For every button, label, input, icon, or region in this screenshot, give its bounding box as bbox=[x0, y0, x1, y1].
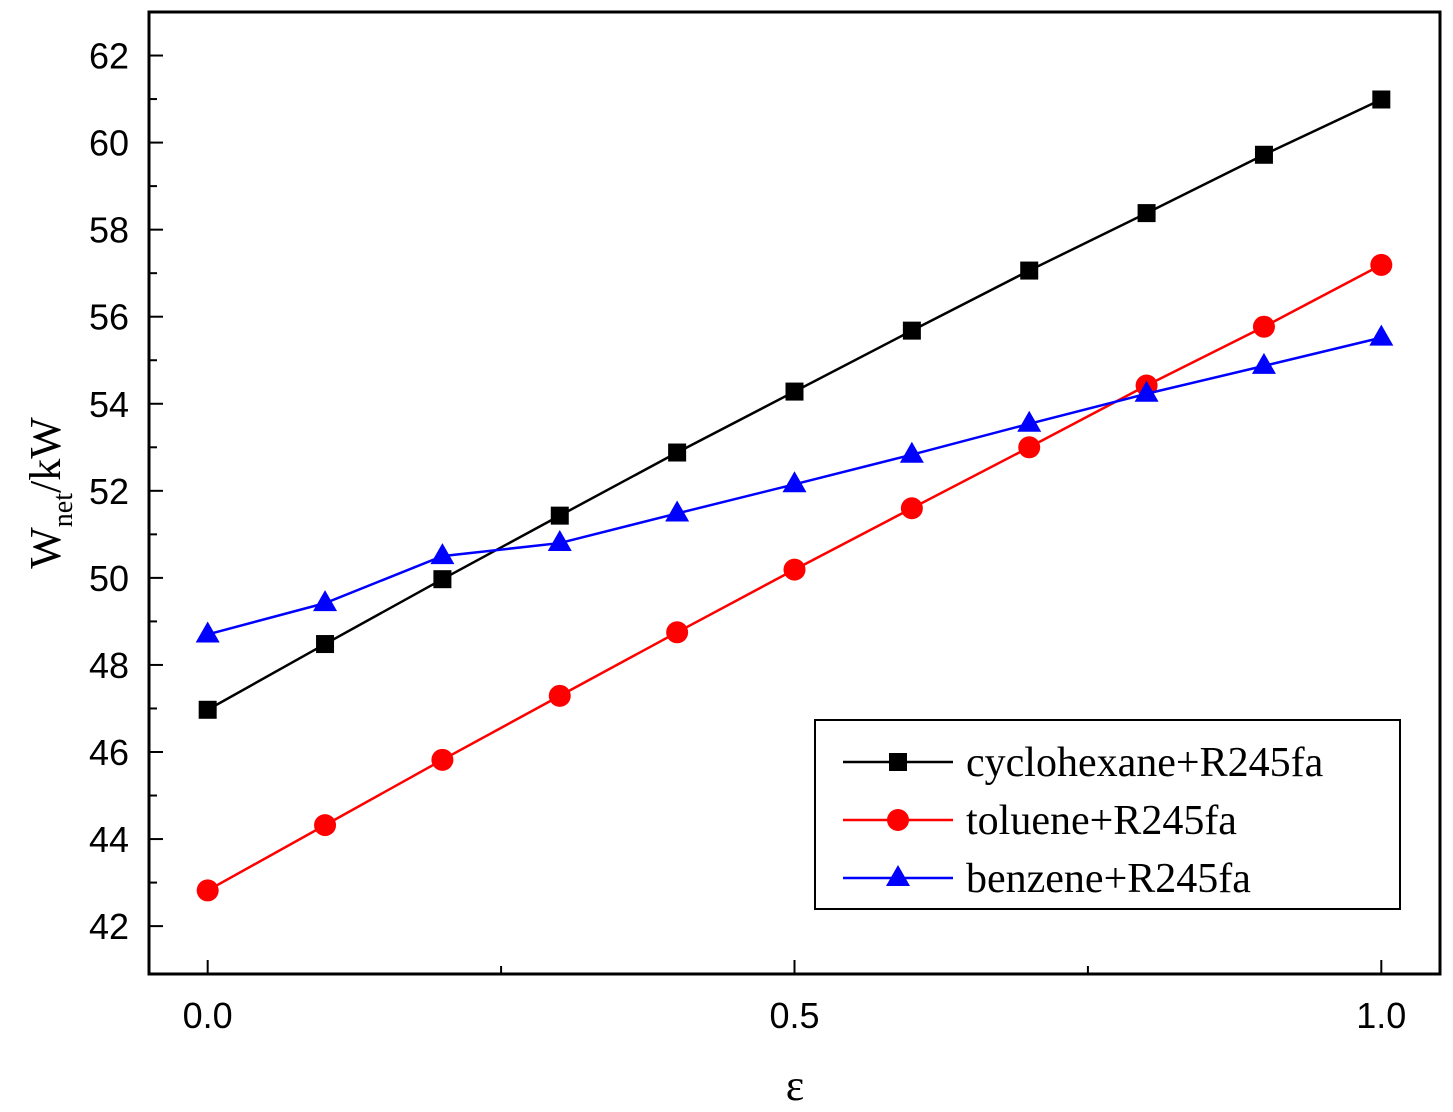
x-tick-label: 1.0 bbox=[1356, 995, 1406, 1036]
y-tick-label: 52 bbox=[89, 471, 129, 512]
data-point bbox=[198, 700, 217, 719]
data-point bbox=[430, 543, 455, 565]
series-square bbox=[198, 90, 1391, 719]
series-line bbox=[207, 98, 1382, 711]
data-point bbox=[1372, 90, 1391, 109]
data-point bbox=[1252, 315, 1275, 338]
data-point bbox=[550, 506, 569, 525]
y-tick-label: 48 bbox=[89, 645, 129, 686]
legend-marker bbox=[887, 809, 909, 831]
y-axis-title: Wnet/kW bbox=[21, 417, 79, 569]
series-triangle bbox=[195, 324, 1394, 643]
y-axis-title-subscript: net bbox=[48, 493, 79, 527]
y-tick-label: 54 bbox=[89, 384, 129, 425]
legend-label: cyclohexane+R245fa bbox=[966, 740, 1324, 786]
y-tick-label: 42 bbox=[89, 906, 129, 947]
y-tick-label: 58 bbox=[89, 210, 129, 251]
data-point bbox=[902, 321, 921, 340]
x-axis: 0.0 0.5 1.0 bbox=[183, 960, 1406, 1036]
data-point bbox=[547, 530, 572, 552]
legend-marker bbox=[886, 865, 910, 886]
data-point bbox=[316, 635, 335, 654]
data-point bbox=[900, 497, 923, 520]
data-point bbox=[314, 814, 337, 837]
y-tick-label: 44 bbox=[89, 819, 129, 860]
data-point bbox=[782, 471, 807, 493]
data-point bbox=[1137, 204, 1156, 223]
x-axis-title: ε bbox=[786, 1061, 804, 1110]
x-tick-label: 0.5 bbox=[769, 995, 819, 1036]
legend-label: benzene+R245fa bbox=[966, 856, 1251, 902]
series-layer bbox=[195, 90, 1394, 902]
data-point bbox=[548, 684, 571, 707]
legend-item: toluene+R245fa bbox=[843, 798, 1237, 844]
data-point bbox=[783, 558, 806, 581]
data-point bbox=[1134, 380, 1159, 402]
data-point bbox=[899, 441, 924, 463]
legend-item: cyclohexane+R245fa bbox=[843, 740, 1324, 786]
y-axis: 42 44 46 48 50 52 54 56 58 60 62 bbox=[89, 36, 163, 947]
data-point bbox=[1017, 410, 1042, 432]
y-axis-title-main: W bbox=[21, 527, 70, 569]
data-point bbox=[1370, 253, 1393, 276]
data-point bbox=[785, 382, 804, 401]
data-point bbox=[1251, 352, 1276, 374]
y-tick-label: 56 bbox=[89, 297, 129, 338]
data-point bbox=[1254, 145, 1273, 164]
y-tick-label: 60 bbox=[89, 123, 129, 164]
data-point bbox=[1369, 324, 1394, 346]
legend-item: benzene+R245fa bbox=[843, 856, 1251, 902]
y-tick-label: 62 bbox=[89, 36, 129, 77]
data-point bbox=[431, 748, 454, 771]
data-point bbox=[1018, 436, 1041, 459]
legend-label: toluene+R245fa bbox=[966, 798, 1237, 844]
data-point bbox=[668, 443, 687, 462]
data-point bbox=[1020, 261, 1039, 280]
data-point bbox=[313, 590, 338, 612]
x-tick-label: 0.0 bbox=[183, 995, 233, 1036]
legend: cyclohexane+R245fa toluene+R245fa benzene+… bbox=[814, 719, 1401, 910]
data-point bbox=[666, 621, 689, 644]
legend-marker bbox=[889, 753, 907, 771]
y-tick-label: 46 bbox=[89, 732, 129, 773]
y-axis-title-unit: /kW bbox=[21, 417, 70, 493]
data-point bbox=[196, 879, 219, 902]
data-point bbox=[665, 500, 690, 522]
data-point bbox=[195, 621, 220, 643]
data-point bbox=[433, 570, 452, 589]
y-tick-label: 50 bbox=[89, 558, 129, 599]
